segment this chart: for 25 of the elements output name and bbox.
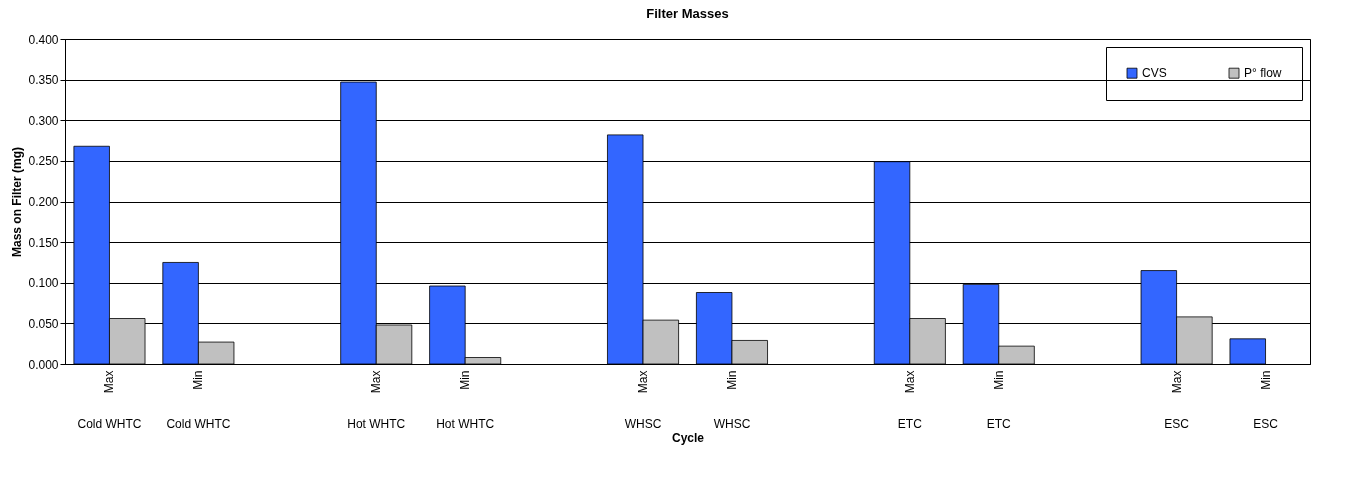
category-label: Min Hot WHTC (436, 370, 495, 431)
category-label: Max Cold WHTC (77, 370, 142, 431)
category-label: Max ESC (1164, 370, 1189, 431)
bar (1229, 338, 1266, 365)
y-tick-label: 0.000 (28, 357, 59, 372)
y-tick-label: 0.150 (28, 235, 59, 250)
category-label: Min WHSC (713, 370, 751, 431)
category-label: Min ESC (1253, 370, 1278, 431)
x-axis-title: Cycle (671, 431, 705, 446)
category-label: Max WHSC (624, 370, 662, 431)
category-label: Min ETC (986, 370, 1011, 431)
y-tick-label: 0.350 (28, 73, 59, 88)
y-tick-label: 0.300 (28, 113, 59, 128)
chart-title: Filter Masses (646, 6, 729, 21)
y-tick-label: 0.250 (28, 154, 59, 169)
category-label: Min Cold WHTC (166, 370, 231, 431)
legend-label: CVS (1142, 66, 1167, 81)
y-tick-label: 0.050 (28, 316, 59, 331)
legend-label: P° flow (1244, 66, 1282, 81)
y-tick-label: 0.400 (28, 32, 59, 47)
category-label: Max ETC (897, 370, 922, 431)
y-tick-label: 0.100 (28, 276, 59, 291)
y-axis-title: Mass on Filter (mg) (10, 146, 25, 258)
y-tick-label: 0.200 (28, 195, 59, 209)
category-label: Max Hot WHTC (347, 370, 406, 431)
